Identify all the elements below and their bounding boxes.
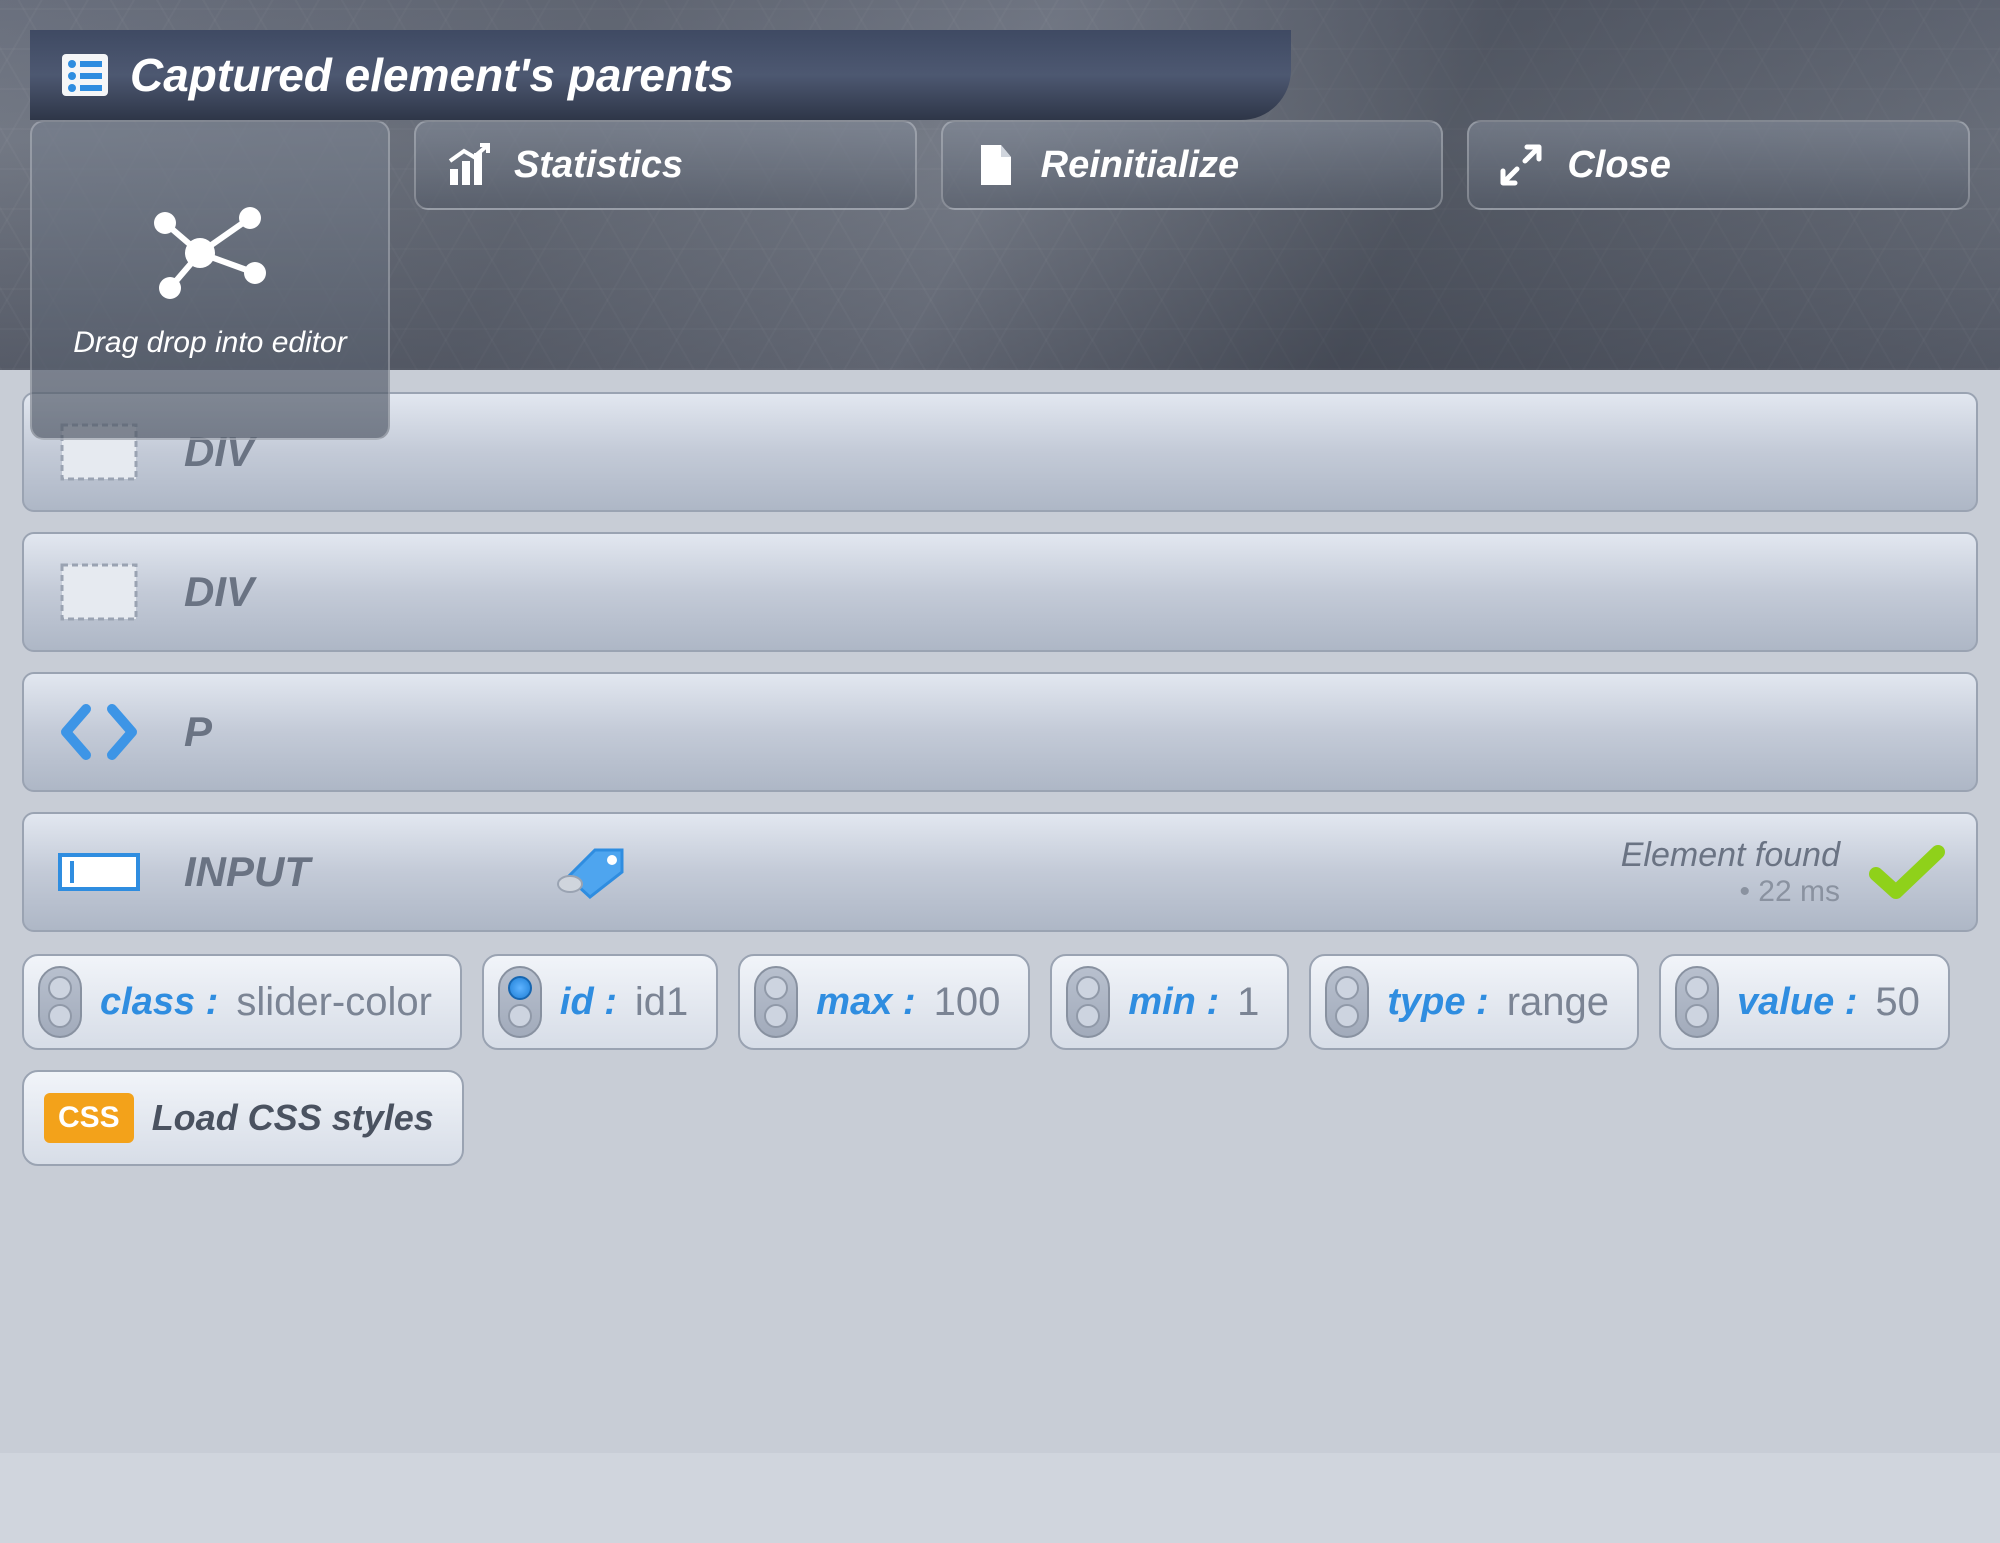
input-icon <box>54 837 144 907</box>
statistics-label: Statistics <box>514 144 683 187</box>
element-row-div[interactable]: DIV <box>22 532 1978 652</box>
brackets-icon <box>54 697 144 767</box>
toggle-icon <box>498 966 542 1038</box>
toolbar: Drag drop into editor Statistics <box>30 120 1970 440</box>
statistics-button[interactable]: Statistics <box>414 120 917 210</box>
reinitialize-label: Reinitialize <box>1041 144 1240 187</box>
element-tag: INPUT <box>184 848 310 896</box>
attr-key: max : <box>816 981 915 1024</box>
titlebar: Captured element's parents <box>30 30 1291 120</box>
attr-key: value : <box>1737 981 1857 1024</box>
css-badge: CSS <box>44 1093 134 1143</box>
toggle-icon <box>1066 966 1110 1038</box>
close-button[interactable]: Close <box>1467 120 1970 210</box>
status-time: 22 ms <box>1621 875 1840 909</box>
attr-chip-max[interactable]: max : 100 <box>738 954 1030 1050</box>
attr-chip-id[interactable]: id : id1 <box>482 954 718 1050</box>
attr-key: class : <box>100 981 218 1024</box>
close-label: Close <box>1567 144 1670 187</box>
attr-value: id1 <box>635 980 688 1025</box>
check-icon <box>1866 842 1946 902</box>
attr-chip-min[interactable]: min : 1 <box>1050 954 1289 1050</box>
captured-elements-panel: Captured element's parents <box>0 0 2000 1453</box>
panel-title: Captured element's parents <box>130 48 734 102</box>
load-css-button[interactable]: CSS Load CSS styles <box>22 1070 464 1166</box>
attributes-area: class : slider-color id : id1 max : 100 … <box>0 954 2000 1188</box>
attr-value: range <box>1507 980 1609 1025</box>
drag-drop-label: Drag drop into editor <box>73 324 347 362</box>
tag-icon <box>550 842 630 902</box>
css-label: Load CSS styles <box>152 1097 434 1139</box>
drag-drop-button[interactable]: Drag drop into editor <box>30 120 390 440</box>
toggle-icon <box>754 966 798 1038</box>
list-icon <box>60 50 110 100</box>
chart-icon <box>444 141 492 189</box>
element-row-p[interactable]: P <box>22 672 1978 792</box>
attr-key: id : <box>560 981 617 1024</box>
toggle-icon <box>1325 966 1369 1038</box>
attr-key: min : <box>1128 981 1219 1024</box>
header-area: Captured element's parents <box>0 0 2000 370</box>
element-tag: P <box>184 708 212 756</box>
reinitialize-button[interactable]: Reinitialize <box>941 120 1444 210</box>
attr-chip-class[interactable]: class : slider-color <box>22 954 462 1050</box>
attr-value: 50 <box>1875 980 1920 1025</box>
element-row-input[interactable]: INPUT Element found 22 ms <box>22 812 1978 932</box>
attr-key: type : <box>1387 981 1488 1024</box>
attr-value: 100 <box>934 980 1001 1025</box>
toggle-icon <box>1675 966 1719 1038</box>
attr-value: slider-color <box>236 980 432 1025</box>
status-title: Element found <box>1621 836 1840 875</box>
attr-chip-value[interactable]: value : 50 <box>1659 954 1950 1050</box>
element-tag: DIV <box>184 568 254 616</box>
element-list: DIV DIV P <box>0 370 2000 954</box>
toggle-icon <box>38 966 82 1038</box>
toolbar-buttons: Statistics Reinitialize <box>414 120 1970 210</box>
attr-chip-type[interactable]: type : range <box>1309 954 1639 1050</box>
box-icon <box>54 557 144 627</box>
network-icon <box>140 198 280 308</box>
element-status: Element found 22 ms <box>1621 836 1946 909</box>
document-icon <box>971 141 1019 189</box>
expand-icon <box>1497 141 1545 189</box>
attr-value: 1 <box>1237 980 1259 1025</box>
